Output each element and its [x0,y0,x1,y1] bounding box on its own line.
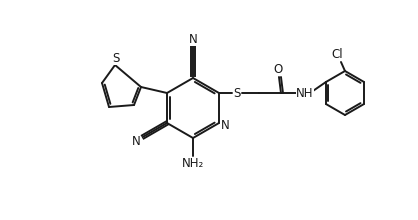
Text: S: S [112,51,120,64]
Text: N: N [132,134,140,147]
Text: O: O [273,62,283,75]
Text: S: S [233,86,241,99]
Text: N: N [189,33,197,46]
Text: Cl: Cl [331,48,343,60]
Text: N: N [221,119,229,132]
Text: NH₂: NH₂ [182,156,204,169]
Text: NH: NH [296,86,314,99]
